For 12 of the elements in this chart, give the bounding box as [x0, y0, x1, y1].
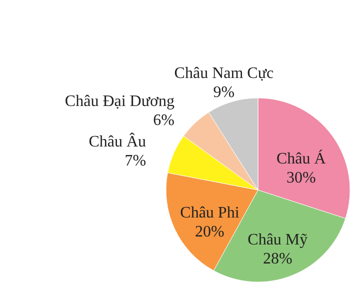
slice-label: Châu Phi [180, 204, 240, 222]
slice-label: Châu Mỹ [248, 232, 308, 249]
data-label: 28% [262, 250, 292, 268]
data-label: 7% [124, 152, 146, 170]
slice-label: Châu Á [276, 150, 326, 168]
data-label: 6% [153, 112, 174, 130]
slice-label: Châu Nam Cực [174, 64, 274, 82]
slice-label: Châu Âu [88, 132, 146, 151]
data-label: 20% [195, 224, 224, 241]
data-label: 9% [213, 84, 235, 101]
data-label: 30% [286, 170, 316, 187]
slice-label: Châu Đại Dương [64, 93, 174, 110]
